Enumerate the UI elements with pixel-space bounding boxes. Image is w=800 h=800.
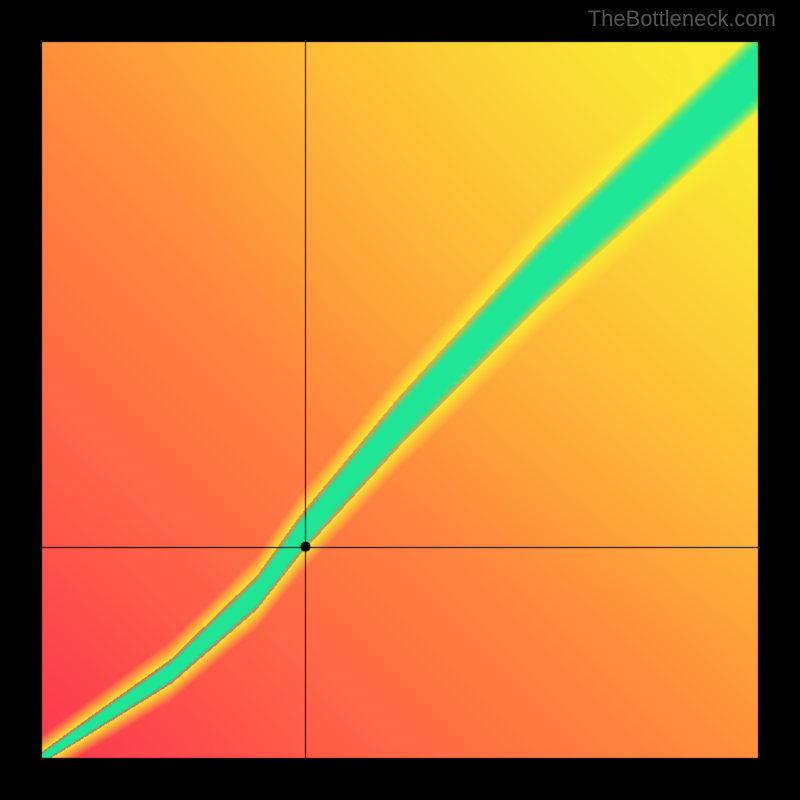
chart-container: TheBottleneck.com bbox=[0, 0, 800, 800]
heatmap-canvas bbox=[0, 0, 800, 800]
watermark-text: TheBottleneck.com bbox=[588, 6, 776, 32]
